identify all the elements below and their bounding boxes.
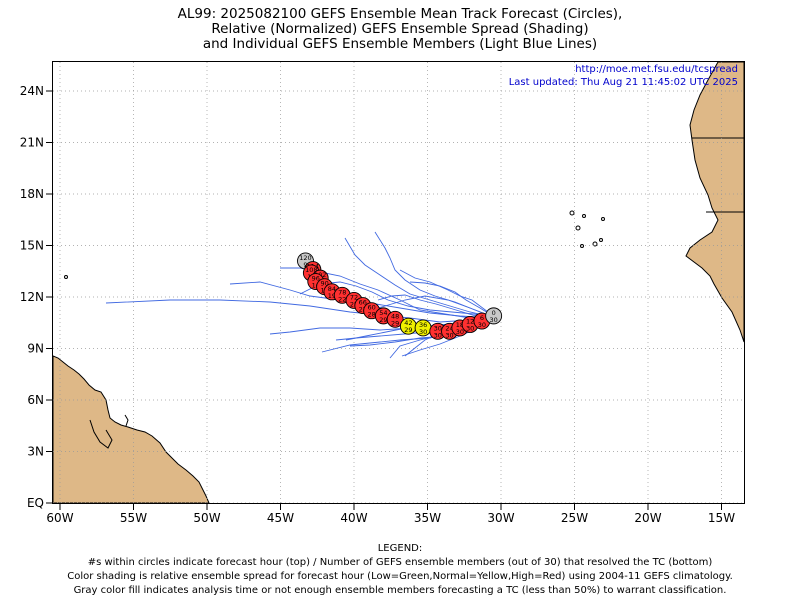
lon-tick-label: 25W [561, 511, 588, 525]
lat-tick-label: 18N [20, 187, 44, 201]
member-track [399, 269, 497, 319]
member-track [344, 237, 497, 319]
lat-tick-label: 3N [27, 445, 44, 459]
member-count-label: 30 [445, 331, 453, 339]
forecast-hour-label: 36 [419, 321, 427, 329]
member-count-label: 22 [338, 295, 346, 303]
small-island [64, 275, 68, 279]
forecast-hour-label: 0 [492, 309, 496, 317]
member-track [105, 299, 497, 323]
title-line-1: AL99: 2025082100 GEFS Ensemble Mean Trac… [177, 6, 623, 22]
lon-tick-label: 40W [340, 511, 367, 525]
coast-detail [89, 419, 113, 449]
south-america-landmass [53, 355, 210, 503]
lon-tick-label: 20W [634, 511, 661, 525]
member-count-label: 27 [359, 306, 367, 314]
forecast-hour-label: 78 [338, 288, 346, 296]
member-count-label: 30 [478, 321, 486, 329]
africa-landmass [685, 62, 744, 343]
member-count-label: 30 [434, 331, 442, 339]
member-count-label: 29 [379, 316, 387, 324]
track-circle [386, 310, 404, 328]
member-count-label: 9 [303, 261, 307, 269]
member-count-label: 30 [490, 316, 498, 324]
lake-detail [124, 414, 129, 427]
lat-tick-label: 15N [20, 239, 44, 253]
legend-line-1: #s within circles indicate forecast hour… [87, 557, 713, 568]
member-count-label: 30 [466, 324, 474, 332]
source-url[interactable]: http://moe.met.fsu.edu/tcspread [575, 64, 738, 75]
forecast-hour-label: 108 [305, 266, 317, 274]
member-count-label: 29 [391, 319, 399, 327]
member-track [377, 294, 497, 319]
title-line-2: Relative (Normalized) GEFS Ensemble Spre… [211, 21, 589, 37]
legend-line-2: Color shading is relative ensemble sprea… [67, 571, 733, 582]
track-point: 030 [485, 307, 503, 325]
member-count-label: 16 [312, 282, 320, 290]
member-track [409, 281, 497, 319]
forecast-hour-label: 96 [312, 275, 320, 283]
forecast-hour-label: 48 [391, 312, 399, 320]
member-count-label: 29 [404, 326, 412, 334]
member-count-label: 25 [350, 300, 358, 308]
legend-heading: LEGEND: [377, 543, 423, 554]
lon-tick-label: 15W [708, 511, 735, 525]
lat-tick-label: 12N [20, 290, 44, 304]
lat-tick-label: 6N [27, 393, 44, 407]
member-track [299, 281, 497, 319]
last-updated: Last updated: Thu Aug 21 11:45:02 UTC 20… [509, 77, 738, 88]
member-track [364, 295, 497, 319]
member-track [374, 231, 497, 319]
mean-track: 1209114111081310214961690178419782272256… [297, 252, 503, 340]
forecast-hour-label: 54 [379, 309, 387, 317]
forecast-hour-label: 18 [456, 321, 464, 329]
member-count-label: 30 [419, 328, 427, 336]
lat-tick-label: 9N [27, 342, 44, 356]
map-frame [52, 61, 745, 504]
member-count-label: 28 [367, 311, 375, 319]
lon-tick-label: 45W [267, 511, 294, 525]
title-line-3: and Individual GEFS Ensemble Members (Li… [202, 36, 598, 52]
forecast-hour-label: 60 [367, 304, 375, 312]
forecast-hour-label: 30 [434, 324, 442, 332]
lat-tick-label: EQ [27, 496, 44, 510]
member-count-label: 30 [456, 328, 464, 336]
cape-verde-islands [569, 210, 605, 248]
lon-tick-label: 30W [487, 511, 514, 525]
lat-tick-label: 24N [20, 84, 44, 98]
forecast-hour-label: 66 [359, 299, 367, 307]
forecast-hour-label: 72 [350, 293, 358, 301]
lon-tick-label: 60W [46, 511, 73, 525]
lon-tick-label: 50W [193, 511, 220, 525]
forecast-hour-label: 6 [480, 314, 484, 322]
grid-lines [53, 62, 744, 503]
forecast-hour-label: 90 [320, 280, 328, 288]
member-count-label: 19 [328, 292, 336, 300]
forecast-hour-label: 24 [445, 324, 453, 332]
track-circle [485, 307, 503, 325]
forecast-hour-label: 84 [328, 285, 336, 293]
forecast-hour-label: 120 [299, 254, 311, 262]
forecast-hour-label: 12 [466, 317, 474, 325]
lon-tick-label: 35W [414, 511, 441, 525]
forecast-hour-label: 42 [404, 319, 412, 327]
lat-tick-label: 21N [20, 136, 44, 150]
lon-tick-label: 55W [120, 511, 147, 525]
legend-line-3: Gray color fill indicates analysis time … [73, 585, 727, 596]
